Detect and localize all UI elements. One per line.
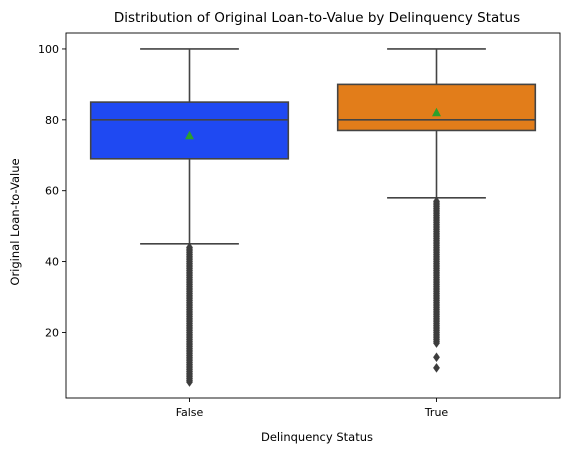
y-tick-label: 60	[45, 185, 59, 198]
outlier-markers	[186, 242, 193, 387]
y-tick-label: 40	[45, 256, 59, 269]
plot-area-frame	[65, 32, 561, 399]
chart-title: Distribution of Original Loan-to-Value b…	[114, 10, 520, 26]
mean-marker	[432, 107, 441, 117]
iqr-box	[336, 83, 537, 132]
x-axis-ticks: False True	[176, 398, 449, 419]
y-axis-ticks: 20 40 60 80 100	[38, 43, 66, 339]
y-axis-label: Original Loan-to-Value	[8, 158, 22, 285]
outlier-point	[433, 352, 440, 363]
mean-marker	[185, 130, 194, 140]
y-tick-label: 20	[45, 326, 59, 339]
outlier-point	[433, 363, 440, 373]
outlier-point	[433, 196, 440, 207]
outlier-markers	[433, 196, 440, 373]
box-group-true	[336, 48, 537, 373]
box-group-false	[89, 48, 290, 387]
iqr-box	[89, 101, 290, 160]
plot-area-content	[89, 48, 537, 387]
x-tick-label: True	[424, 406, 449, 419]
x-axis-label: Delinquency Status	[261, 430, 373, 444]
y-tick-label: 100	[38, 43, 59, 56]
outlier-point	[186, 242, 193, 253]
x-tick-label: False	[176, 406, 204, 419]
y-tick-label: 80	[45, 114, 59, 127]
